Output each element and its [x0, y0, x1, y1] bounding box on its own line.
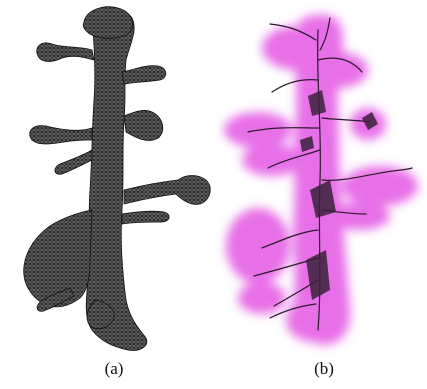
panel-b-skeleton-image — [224, 14, 418, 345]
panel-a-mesh-image — [23, 6, 211, 351]
caption-b: (b) — [314, 359, 334, 378]
caption-a: (a) — [104, 359, 124, 378]
